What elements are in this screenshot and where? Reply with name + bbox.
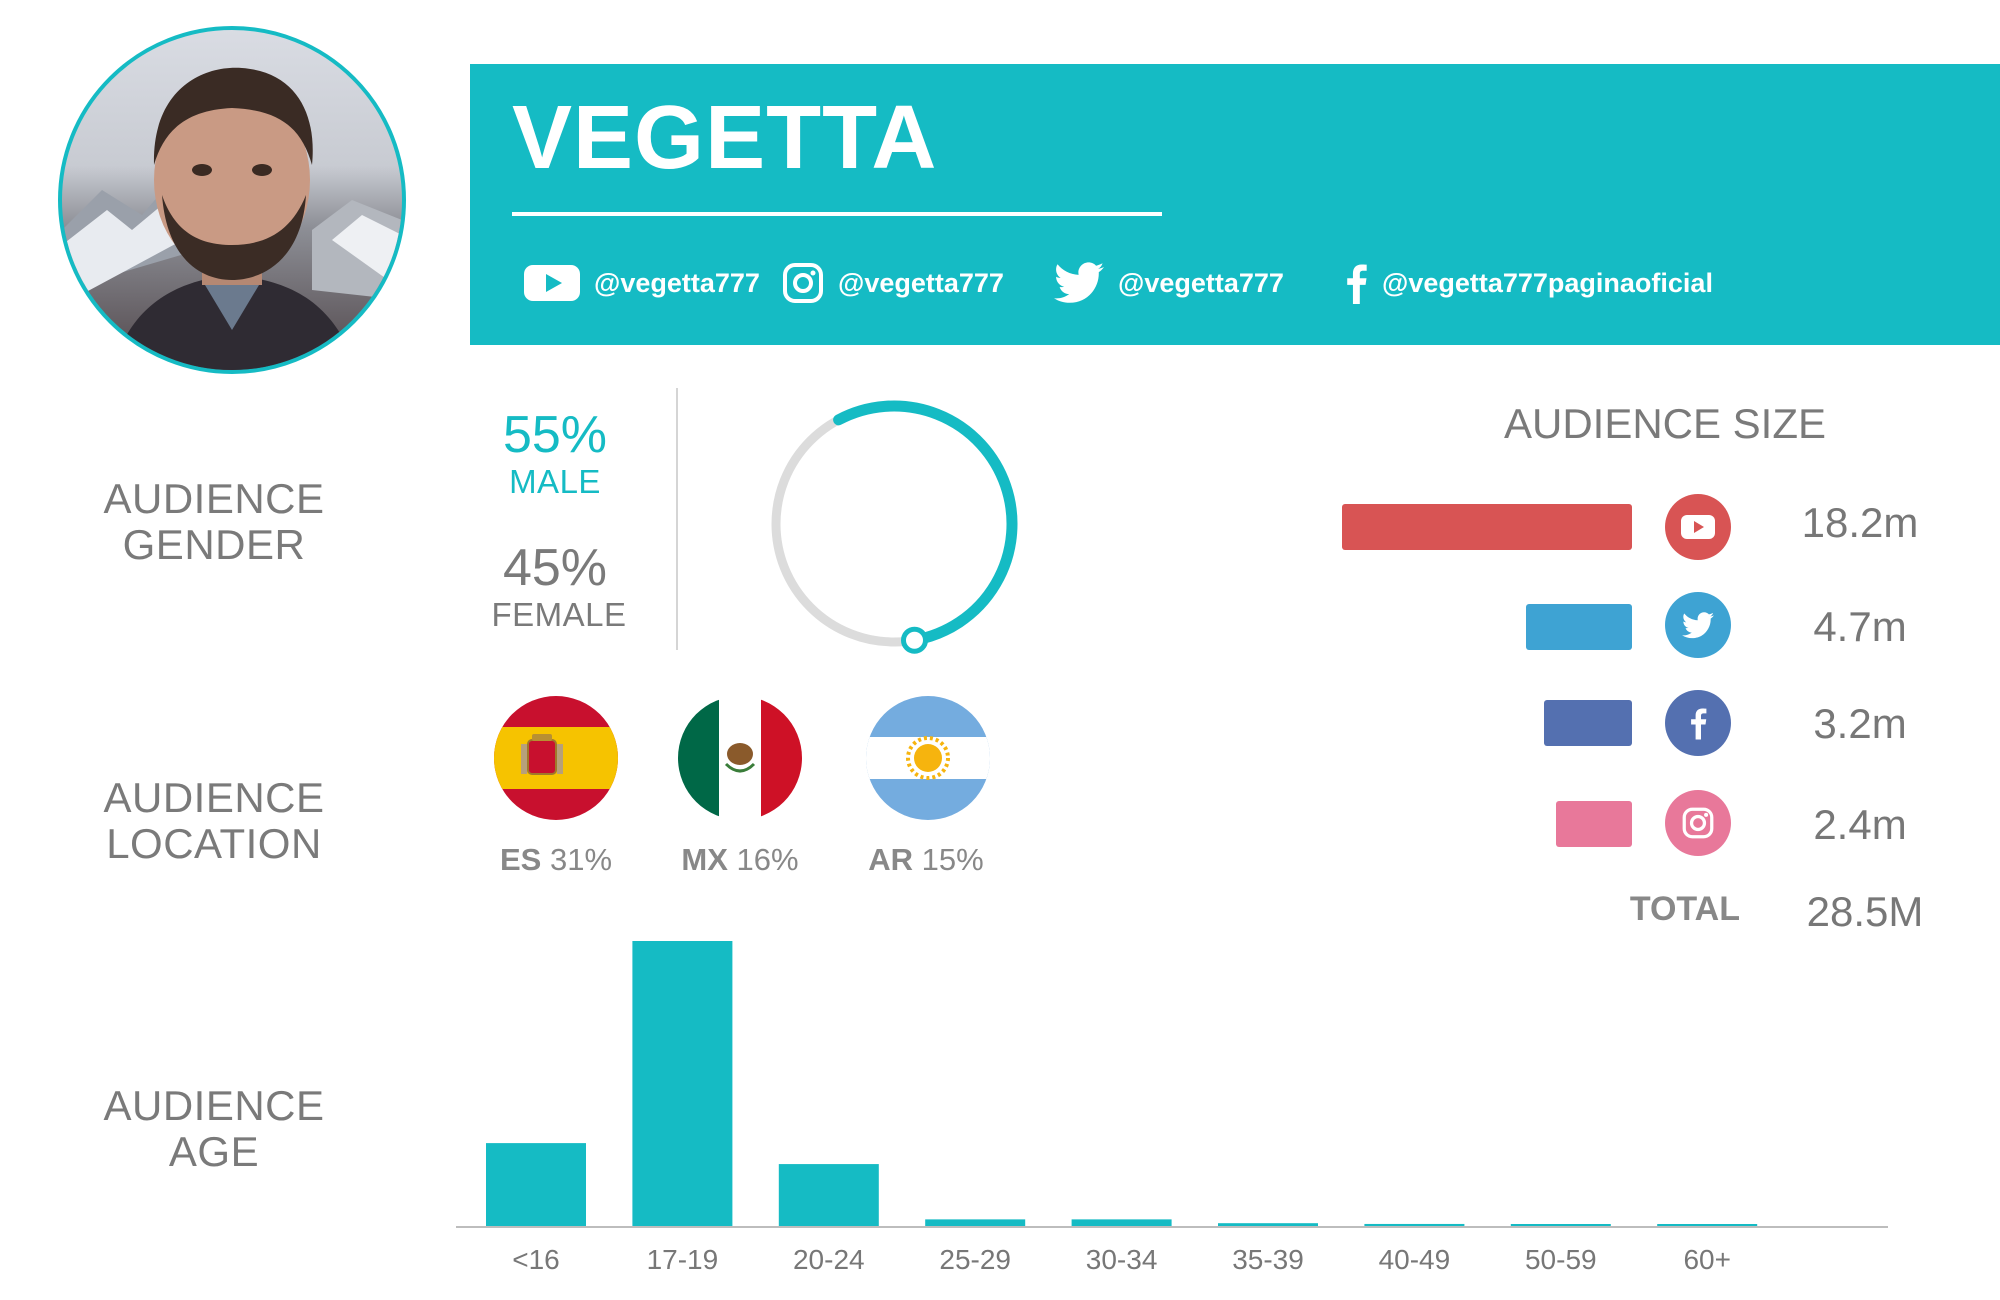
argentina-flag xyxy=(866,696,990,820)
audience-age-label: AUDIENCE AGE xyxy=(64,1083,364,1175)
instagram-icon xyxy=(782,262,824,304)
age-bar-4 xyxy=(1071,1219,1172,1227)
age-bar-5 xyxy=(1218,1223,1318,1227)
age-bar-8 xyxy=(1657,1224,1758,1227)
country-percent: 16% xyxy=(736,842,799,877)
twitter-icon xyxy=(1665,592,1731,658)
twitter-icon xyxy=(1054,262,1104,304)
facebook-icon xyxy=(1344,262,1368,304)
audience-size-title: AUDIENCE SIZE xyxy=(1503,400,1827,447)
youtube-icon xyxy=(524,263,580,303)
country-percent: 31% xyxy=(549,842,613,877)
youtube-size-value: 18.2m xyxy=(1801,499,1919,546)
country-percent: 15% xyxy=(921,842,984,877)
age-tick-label: <16 xyxy=(512,1244,560,1270)
age-tick-label: 50-59 xyxy=(1525,1244,1597,1270)
age-bar-3 xyxy=(925,1219,1026,1227)
twitter-handle: @vegetta777 xyxy=(1118,267,1284,298)
age-tick-label: 35-39 xyxy=(1232,1244,1304,1270)
instagram-size-value: 2.4m xyxy=(1813,801,1907,848)
gender-ring-chart xyxy=(771,400,1018,654)
country-code: ES xyxy=(499,842,542,877)
location-label-es: ES 31% xyxy=(456,842,656,878)
age-bar-7 xyxy=(1510,1224,1611,1227)
twitter-handle-link[interactable]: @vegetta777 xyxy=(1054,258,1284,308)
age-bar-2 xyxy=(778,1164,879,1227)
age-tick-label: 25-29 xyxy=(939,1244,1011,1270)
location-label-ar: AR 15% xyxy=(826,842,1026,878)
spain-flag xyxy=(494,696,618,820)
facebook-icon xyxy=(1665,690,1731,756)
avatar-photo xyxy=(62,67,402,370)
twitter-size-bar xyxy=(1525,604,1632,650)
total-value: 28.5M xyxy=(1806,888,1924,935)
country-code: AR xyxy=(868,842,914,877)
instagram-icon xyxy=(1665,790,1731,856)
instagram-handle-link[interactable]: @vegetta777 xyxy=(782,258,1004,308)
profile-name: VEGETTA xyxy=(512,88,938,188)
facebook-handle: @vegetta777paginaoficial xyxy=(1382,267,1713,298)
label-line: AUDIENCE xyxy=(103,1082,325,1129)
name-underline xyxy=(512,212,1162,216)
male-percent: 55% xyxy=(502,406,608,464)
age-tick-label: 20-24 xyxy=(793,1244,865,1270)
facebook-size-bar xyxy=(1544,700,1632,746)
facebook-handle-link[interactable]: @vegetta777paginaoficial xyxy=(1344,258,1713,308)
total-label: TOTAL xyxy=(1629,890,1740,928)
age-tick-label: 40-49 xyxy=(1379,1244,1451,1270)
youtube-handle: @vegetta777 xyxy=(594,267,760,298)
mexico-flag xyxy=(678,696,802,820)
age-tick-label: 30-34 xyxy=(1086,1244,1158,1270)
label-line: AUDIENCE xyxy=(103,475,325,522)
header-banner xyxy=(470,64,2000,345)
instagram-handle: @vegetta777 xyxy=(838,267,1004,298)
gender-ring-male-arc xyxy=(833,400,1018,646)
female-label: FEMALE xyxy=(491,596,627,633)
twitter-size-value: 4.7m xyxy=(1813,603,1907,650)
age-bar-6 xyxy=(1364,1223,1465,1227)
label-line: AGE xyxy=(168,1128,260,1175)
age-bar-chart: <16 17-19 20-24 25-29 30-34 35-39 40-49 50-59 60… xyxy=(456,941,1888,1270)
youtube-handle-link[interactable]: @vegetta777 xyxy=(524,258,760,308)
gender-ring-marker xyxy=(900,626,928,654)
age-tick-label: 60+ xyxy=(1683,1244,1731,1270)
male-label: MALE xyxy=(509,463,601,500)
audience-gender-label: AUDIENCE GENDER xyxy=(64,476,364,568)
youtube-size-bar xyxy=(1342,504,1632,550)
youtube-icon xyxy=(1665,494,1731,560)
female-percent: 45% xyxy=(502,539,608,597)
gender-divider xyxy=(676,388,678,650)
label-line: LOCATION xyxy=(106,820,322,867)
age-tick-label: 17-19 xyxy=(647,1244,719,1270)
facebook-size-value: 3.2m xyxy=(1813,700,1907,747)
age-bar-0 xyxy=(486,1143,586,1227)
audience-location-label: AUDIENCE LOCATION xyxy=(64,775,364,867)
age-bar-1 xyxy=(632,941,733,1227)
location-label-mx: MX 16% xyxy=(640,842,840,878)
label-line: AUDIENCE xyxy=(103,774,325,821)
avatar xyxy=(58,26,406,374)
country-code: MX xyxy=(681,842,728,877)
label-line: GENDER xyxy=(122,521,306,568)
instagram-size-bar xyxy=(1556,801,1632,847)
